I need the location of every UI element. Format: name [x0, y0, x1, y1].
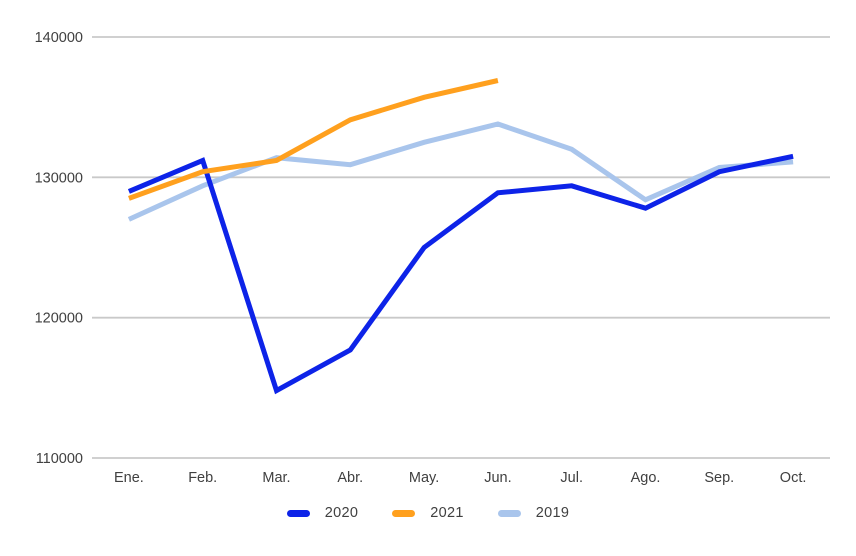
x-axis-tick-label: Feb. — [188, 470, 217, 486]
x-axis-tick-label: May. — [409, 470, 439, 486]
legend-label-2020: 2020 — [324, 505, 359, 521]
legend-swatch-2019 — [497, 509, 521, 517]
y-axis-tick-label: 120000 — [35, 311, 83, 327]
y-axis-tick-label: 140000 — [35, 30, 83, 46]
x-axis-tick-label: Mar. — [262, 470, 290, 486]
chart-legend: 2020 2021 2019 — [0, 505, 856, 521]
legend-swatch-2020 — [286, 509, 310, 517]
legend-swatch-2021 — [392, 509, 416, 517]
legend-label-2019: 2019 — [535, 505, 570, 521]
x-axis-tick-label: Jun. — [484, 470, 511, 486]
x-axis-tick-label: Oct. — [780, 470, 807, 486]
legend-item-2019: 2019 — [497, 505, 570, 521]
legend-item-2020: 2020 — [286, 505, 359, 521]
x-axis-tick-label: Ago. — [631, 470, 661, 486]
x-axis-tick-label: Sep. — [704, 470, 734, 486]
series-line-2020 — [127, 153, 794, 395]
x-axis-tick-label: Jul. — [560, 470, 583, 486]
series-line-2019 — [127, 121, 794, 222]
y-axis-tick-label: 110000 — [36, 451, 83, 467]
legend-label-2021: 2021 — [430, 505, 464, 521]
y-axis-tick-label: 130000 — [35, 170, 83, 186]
series-line-2021 — [128, 78, 499, 201]
x-axis-tick-label: Abr. — [337, 470, 363, 486]
legend-item-2021: 2021 — [392, 505, 463, 521]
x-axis-tick-label: Ene. — [114, 470, 144, 486]
